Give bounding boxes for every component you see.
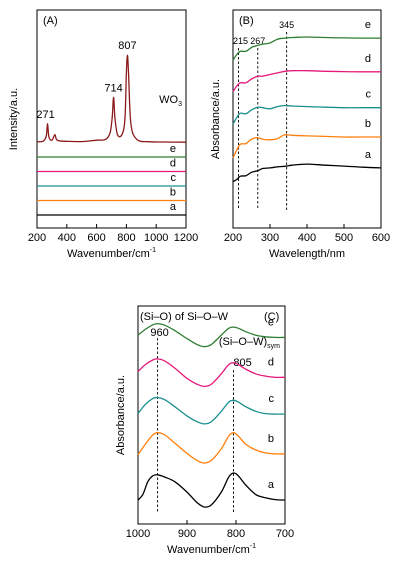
- chart-panel-3: 1000 900 800 700 960 805 e d c b a (Si–O) of Si–O–W…: [115, 305, 294, 556]
- peak-label: 807: [118, 40, 136, 52]
- x-tick-label: 300: [261, 232, 279, 244]
- x-tick-label: 900: [178, 528, 196, 540]
- y-axis-label: Intensity/a.u.: [8, 88, 20, 150]
- series-label-a: a: [268, 479, 275, 491]
- plot-frame: [36, 9, 187, 229]
- series-label-wo: WO3: [159, 94, 182, 108]
- plot-frame: [137, 305, 286, 525]
- series-label-b: b: [268, 433, 274, 445]
- series-label-a: a: [365, 149, 372, 161]
- series-label-d: d: [365, 53, 371, 65]
- x-axis-label: Wavenumber/cm-1: [67, 247, 156, 260]
- chart-panel-2: 200 300 400 500 600 215 267 345 e d c b a (B) Waveleng…: [210, 9, 390, 260]
- series-line-d: [137, 358, 286, 388]
- annotation-si-o-w-sym: (Si–O–W)sym: [219, 336, 280, 350]
- series-line-b: [137, 432, 286, 464]
- series-label-e: e: [365, 19, 371, 31]
- y-axis-label: Absorbance/a.u.: [210, 79, 222, 159]
- series-line-b: [232, 134, 381, 159]
- series-line-c: [232, 104, 381, 125]
- series-label-c: c: [366, 89, 372, 101]
- panel-label: (B): [239, 15, 254, 27]
- series-label-d: d: [170, 158, 176, 170]
- x-tick-label: 500: [335, 232, 353, 244]
- x-tick-label: 800: [117, 232, 135, 244]
- y-axis-label: Absorbance/a.u.: [115, 375, 127, 455]
- series-label-e: e: [268, 316, 274, 328]
- series-label-a: a: [170, 201, 177, 213]
- series-line-e: [137, 322, 286, 348]
- panel-label: (C): [264, 311, 279, 323]
- x-tick-label: 200: [224, 232, 242, 244]
- x-tick-label: 400: [298, 232, 316, 244]
- series-label-d: d: [268, 356, 274, 368]
- series-line-d: [232, 69, 381, 92]
- peak-label: 714: [104, 82, 122, 94]
- x-tick-label: 800: [227, 528, 245, 540]
- x-tick-label: 600: [372, 232, 390, 244]
- series-line-a: [232, 163, 382, 183]
- reference-line-label: 345: [279, 20, 294, 30]
- series-label-c: c: [171, 172, 177, 184]
- x-tick-label: 1000: [126, 528, 150, 540]
- reference-line-label: 215: [233, 36, 248, 46]
- x-tick-label: 1000: [144, 232, 168, 244]
- series-label-b: b: [365, 118, 371, 130]
- x-tick-label: 200: [28, 232, 46, 244]
- x-tick-label: 700: [276, 528, 294, 540]
- series-line-wo: [36, 54, 187, 143]
- x-axis-label: Wavelength/nm: [269, 248, 345, 260]
- x-tick-label: 600: [87, 232, 105, 244]
- series-line-a: [137, 472, 286, 508]
- x-tick-label: 400: [58, 232, 76, 244]
- reference-line-label: 805: [233, 357, 251, 369]
- series-line-c: [137, 396, 285, 425]
- x-axis-label: Wavenumber/cm-1: [167, 543, 256, 556]
- reference-line-label: 960: [150, 327, 168, 339]
- series-line-e: [232, 36, 381, 61]
- reference-line-label: 267: [250, 36, 265, 46]
- x-tick-label: 1200: [174, 232, 198, 244]
- panel-label: (A): [43, 15, 58, 27]
- series-label-c: c: [269, 393, 275, 405]
- series-label-e: e: [170, 143, 176, 155]
- series-label-b: b: [170, 187, 176, 199]
- peak-label: 271: [36, 109, 54, 121]
- annotation-si-o: (Si–O) of Si–O–W: [140, 311, 229, 323]
